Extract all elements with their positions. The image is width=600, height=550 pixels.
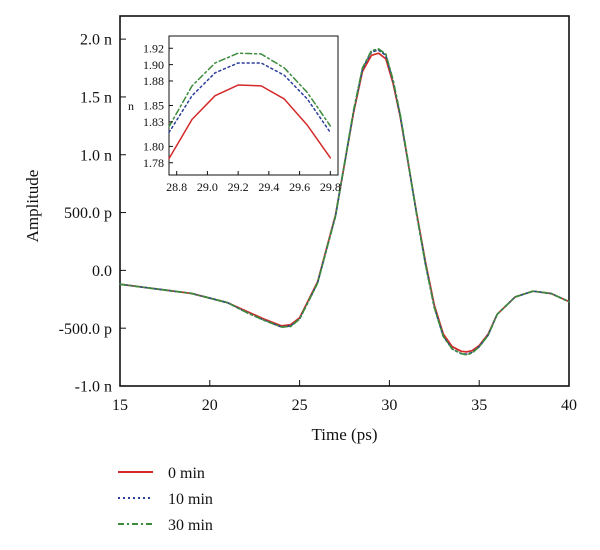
inset-y-tick-label: 1.88 <box>143 74 164 88</box>
x-tick-label: 35 <box>471 397 487 414</box>
inset-series-line-0-min <box>168 84 332 160</box>
inset-x-tick-label: 29.8 <box>320 180 341 194</box>
inset-series-line-10-min <box>168 62 332 134</box>
inset-y-tick-label: 1.92 <box>143 41 164 55</box>
legend-label-0-min: 0 min <box>168 465 205 482</box>
inset-y-tick-label: 1.90 <box>143 58 164 72</box>
y-tick-label: 1.5 n <box>80 90 112 107</box>
inset-x-tick-label: 29.2 <box>228 180 249 194</box>
inset-x-tick-label: 28.8 <box>166 180 187 194</box>
inset-y-tick-label: 1.85 <box>143 99 164 113</box>
x-tick-label: 30 <box>381 397 397 414</box>
y-tick-label: 500.0 p <box>64 205 112 222</box>
y-tick-label: 2.0 n <box>80 32 112 49</box>
legend-label-10-min: 10 min <box>168 491 213 508</box>
y-tick-label: 1.0 n <box>80 147 112 164</box>
inset-plot: 28.8 29.0 29.2 29.4 29.6 29.8 1.78 1.80 1.83 1.85… <box>128 35 341 194</box>
x-tick-label: 15 <box>112 397 128 414</box>
series-line-30-min <box>119 48 570 356</box>
y-tick-label: -1.0 n <box>75 379 112 396</box>
legend-label-30-min: 30 min <box>168 517 213 534</box>
inset-x-tick-label: 29.4 <box>258 180 279 194</box>
x-tick-label: 40 <box>561 397 577 414</box>
legend: 0 min 10 min 30 min <box>118 465 213 534</box>
x-tick-label: 25 <box>292 397 308 414</box>
y-tick-label: -500.0 p <box>59 321 112 338</box>
inset-y-tick-label: 1.78 <box>143 156 164 170</box>
x-tick-label: 20 <box>202 397 218 414</box>
inset-series-line-30-min <box>168 52 332 128</box>
inset-x-tick-label: 29.0 <box>197 180 218 194</box>
inset-x-tick-label: 29.6 <box>289 180 310 194</box>
inset-y-unit-label: n <box>128 99 134 113</box>
inset-y-tick-label: 1.80 <box>143 140 164 154</box>
inset-plot-frame <box>168 35 339 176</box>
y-axis-label: Amplitude <box>23 170 42 243</box>
inset-y-tick-label: 1.83 <box>143 115 164 129</box>
y-tick-label: 0.0 <box>92 263 112 280</box>
x-axis-label: Time (ps) <box>312 425 378 444</box>
